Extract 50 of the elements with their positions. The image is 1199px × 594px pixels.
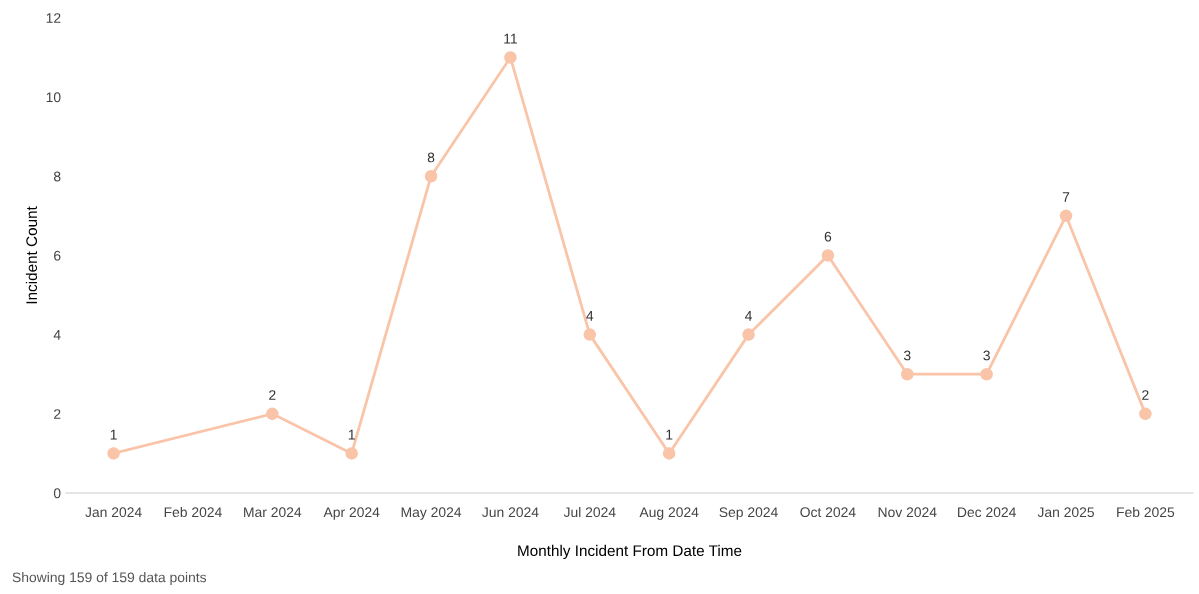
- data-label: 4: [586, 311, 594, 321]
- x-tick-label: May 2024: [401, 507, 462, 520]
- point: [583, 328, 597, 341]
- data-label: 1: [666, 429, 673, 440]
- data-label: 1: [348, 429, 355, 440]
- y-tick-label: 2: [54, 409, 61, 419]
- x-tick-label: Mar 2024: [244, 507, 302, 518]
- point: [821, 249, 835, 262]
- x-tick-label: Sep 2024: [719, 507, 778, 520]
- text: Showing 159 of 159 data points: [12, 572, 207, 585]
- point: [424, 169, 438, 183]
- x-axis-title: Monthly Incident From Date Time: [518, 544, 742, 560]
- point: [345, 447, 358, 460]
- point: [742, 328, 755, 341]
- data-label: 3: [983, 350, 990, 361]
- x-tick-label: Feb 2024: [164, 506, 222, 518]
- point: [901, 367, 914, 381]
- point: [1059, 209, 1073, 223]
- x-tick-label: Dec 2024: [958, 507, 1016, 518]
- x-tick-label: Apr 2024: [323, 507, 380, 520]
- point: [662, 447, 676, 460]
- point: [980, 367, 993, 381]
- x-tick-label: Aug 2024: [639, 507, 699, 520]
- x-tick-label: Feb 2025: [1117, 506, 1175, 518]
- y-tick-label: 8: [53, 171, 61, 182]
- x-tick-label: Jul 2024: [563, 506, 616, 518]
- data-label: 7: [1062, 192, 1070, 202]
- x-tick-label: Jan 2025: [1037, 507, 1095, 518]
- x-tick-label: Jun 2024: [482, 507, 539, 518]
- point: [504, 51, 517, 64]
- data-label: 4: [744, 311, 752, 321]
- x-tick-label: Jan 2024: [85, 507, 142, 518]
- y-tick-label: 0: [53, 488, 61, 499]
- data-label: 11: [504, 33, 517, 44]
- data-label: 2: [1142, 390, 1149, 400]
- point: [107, 447, 120, 460]
- y-tick-label: 6: [54, 250, 61, 261]
- x-tick-label: Oct 2024: [800, 507, 856, 518]
- y-axis-title: Incident Count: [25, 206, 38, 304]
- x-tick-label: Nov 2024: [878, 507, 937, 518]
- data-label: 3: [903, 350, 911, 361]
- y-tick-label: 12: [46, 13, 61, 23]
- point: [1139, 407, 1152, 421]
- data-label: 8: [427, 152, 435, 163]
- y-tick-label: 10: [46, 92, 61, 103]
- data-label: 6: [824, 231, 832, 242]
- data-label: 1: [110, 429, 117, 440]
- data-label: 2: [269, 390, 276, 400]
- y-tick-label: 4: [53, 330, 61, 340]
- point: [266, 407, 279, 421]
